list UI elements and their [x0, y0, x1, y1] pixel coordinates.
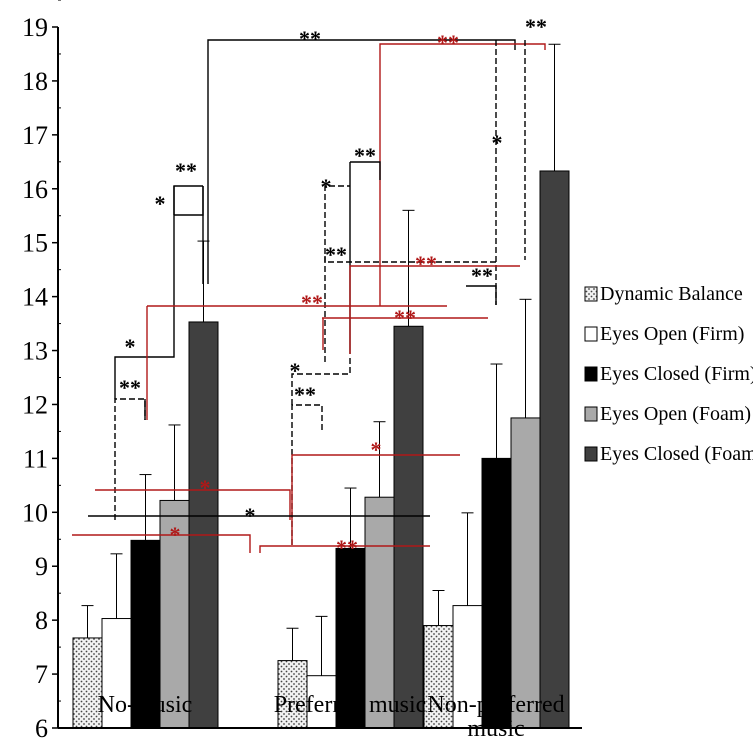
bar [539, 170, 570, 729]
x-category-label: Non-preferred [427, 692, 564, 718]
significance-bracket [324, 185, 350, 362]
y-tick-label: 7 [35, 660, 48, 689]
significance-label: ** [294, 382, 316, 407]
significance-bracket [291, 404, 323, 545]
significance-bracket [207, 39, 516, 284]
significance-bracket [259, 545, 430, 553]
significance-label: ** [336, 535, 358, 560]
significance-bracket [291, 454, 460, 545]
legend-swatch [584, 366, 598, 382]
significance-bracket [114, 398, 146, 520]
x-category-label: music [467, 716, 524, 740]
x-category-label: Preferred music [274, 692, 427, 718]
legend-label: Dynamic Balance [600, 283, 743, 305]
significance-bracket [174, 186, 204, 216]
bar [277, 660, 308, 729]
significance-label: ** [325, 242, 347, 267]
significance-bracket [324, 256, 496, 263]
y-tick-label: 11 [23, 444, 48, 473]
significance-bracket [95, 489, 291, 520]
y-axis: 6 7 8 9 10 11 12 13 14 15 16 17 18 19 [22, 0, 61, 740]
significance-label: ** [301, 290, 323, 315]
significance-bracket [173, 185, 203, 215]
y-tick-label: 12 [22, 390, 48, 419]
legend-label: Eyes Open (Firm) [600, 323, 744, 345]
significance-label: ** [437, 30, 459, 55]
significance-label: ** [471, 263, 493, 288]
significance-bracket [72, 534, 251, 553]
significance-label: ** [525, 14, 547, 39]
significance-label: ** [119, 375, 141, 400]
y-tick-label: 19 [22, 13, 48, 42]
significance-label: ** [415, 251, 437, 276]
significance-label: * [245, 503, 256, 528]
significance-label: * [321, 174, 332, 199]
legend-swatch [584, 326, 598, 342]
bar [364, 496, 395, 729]
y-tick-label: 18 [22, 67, 48, 96]
bar [159, 499, 190, 729]
legend-swatch [584, 406, 598, 422]
y-tick-label: 17 [22, 121, 48, 150]
significance-bracket [291, 355, 351, 405]
bar [510, 417, 541, 729]
y-tick-label: 6 [35, 714, 48, 740]
legend-swatch [584, 286, 598, 302]
bar [188, 321, 219, 729]
significance-annotations: ** ********************************* [72, 14, 547, 560]
bar [130, 539, 161, 729]
legend-swatch [584, 446, 598, 462]
y-tick-label: 16 [22, 175, 48, 204]
y-tick-label: 15 [22, 229, 48, 258]
legend-label: Eyes Closed (Foam) [600, 443, 753, 465]
bar [423, 625, 454, 729]
significance-label: * [290, 358, 301, 383]
significance-label: ** [299, 26, 321, 51]
significance-bracket [114, 215, 175, 399]
significance-bracket [350, 161, 381, 180]
bar [481, 457, 512, 729]
significance-label: * [371, 437, 382, 462]
legend-label: Eyes Open (Foam) [600, 403, 751, 425]
bars [72, 170, 570, 729]
y-tick-label: 13 [22, 337, 48, 366]
significance-bracket [466, 285, 497, 305]
y-tick-label: 9 [35, 552, 48, 581]
significance-label: ** [354, 143, 376, 168]
significance-label: * [170, 522, 181, 547]
legend-label: Eyes Closed (Firm) [600, 363, 753, 385]
x-axis: No-music Preferred music Non-preferredmusi… [58, 692, 582, 740]
bar [452, 605, 483, 729]
y-tick-label: 10 [22, 498, 48, 527]
significance-label: * [155, 191, 166, 216]
significance-label: ** [175, 158, 197, 183]
significance-label: * [125, 334, 136, 359]
significance-bracket [349, 265, 520, 354]
significance-label: * [492, 130, 503, 155]
x-category-label: No-music [98, 692, 193, 718]
legend: Dynamic Balance Eyes Open (Firm) Eyes Clos… [584, 283, 753, 465]
significance-label: ** [394, 305, 416, 330]
significance-label: * [200, 475, 211, 500]
y-tick-label: 8 [35, 606, 48, 635]
bar [393, 325, 424, 729]
y-tick-label: 14 [22, 283, 48, 312]
